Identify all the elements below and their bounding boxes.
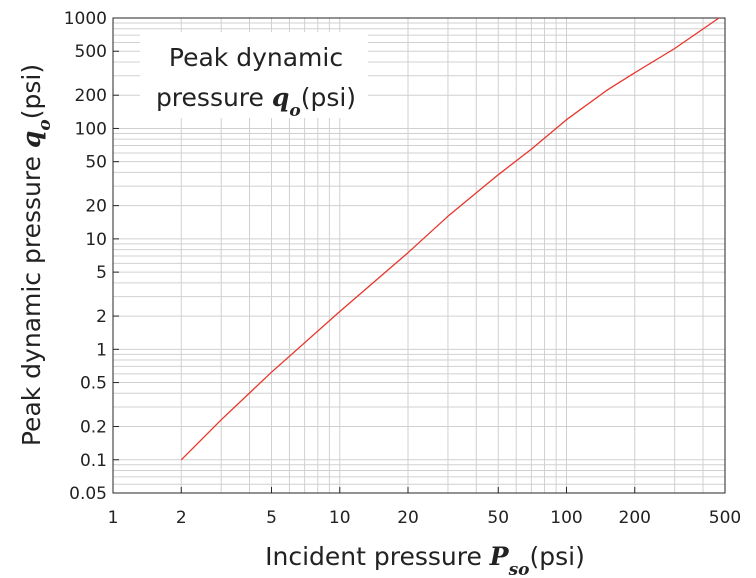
y-tick-label: 1: [96, 340, 107, 360]
y-axis-label: Peak dynamic pressure qo(psi): [17, 64, 55, 446]
y-tick-label: 2: [96, 307, 107, 327]
y-tick-label: 1000: [64, 9, 107, 29]
legend-subscript: o: [289, 101, 300, 121]
x-tick-label: 500: [709, 508, 741, 528]
x-axis-label: Incident pressure Pso(psi): [265, 542, 585, 578]
legend-box: [140, 32, 368, 118]
legend-line-1: Peak dynamic: [169, 43, 343, 72]
y-axis-label-unit: (psi): [17, 64, 46, 119]
x-tick-label: 50: [487, 508, 509, 528]
legend-symbol: q: [272, 83, 289, 112]
y-tick-label: 100: [75, 119, 107, 139]
legend-unit: (psi): [301, 83, 356, 112]
x-axis-label-symbol: P: [489, 542, 510, 571]
y-tick-label: 0.5: [80, 374, 107, 394]
x-tick-label: 20: [397, 508, 419, 528]
y-tick-label: 50: [85, 153, 107, 173]
y-tick-label: 500: [75, 42, 107, 62]
x-tick-label: 10: [329, 508, 351, 528]
series-line-0: [180, 17, 720, 461]
plot-frame: [112, 17, 726, 494]
y-axis-label-text: Peak dynamic pressure: [17, 148, 46, 446]
y-tick-label: 5: [96, 263, 107, 283]
x-axis-label-text: Incident pressure: [265, 542, 490, 571]
y-axis-label-subscript: o: [35, 119, 55, 130]
x-axis-label-unit: (psi): [530, 542, 585, 571]
y-tick-label: 200: [75, 86, 107, 106]
legend: Peak dynamic pressure qo(psi): [140, 32, 368, 121]
y-axis-label-symbol: q: [17, 131, 46, 148]
y-tick-label: 0.05: [69, 484, 107, 504]
y-tick-label: 0.2: [80, 418, 107, 438]
series-group: [180, 17, 720, 461]
x-tick-label: 1: [108, 508, 119, 528]
x-tick-label: 200: [619, 508, 651, 528]
y-tick-label: 10: [85, 230, 107, 250]
legend-line-2: pressure qo(psi): [156, 83, 356, 121]
y-tick-label: 20: [85, 197, 107, 217]
y-tick-label: 0.1: [80, 451, 107, 471]
x-axis-label-subscript: so: [508, 560, 530, 578]
x-tick-label: 5: [266, 508, 277, 528]
y-axis-ticks: 0.05 0.1 0.2 0.5 1 2 5 10 20 50 100 200 500 1000: [64, 9, 119, 504]
x-axis-ticks: 1 2 5 10 20 50 100 200 500: [108, 487, 741, 528]
legend-line-2-text: pressure: [156, 83, 272, 112]
x-tick-label: 100: [550, 508, 582, 528]
x-tick-label: 2: [176, 508, 187, 528]
